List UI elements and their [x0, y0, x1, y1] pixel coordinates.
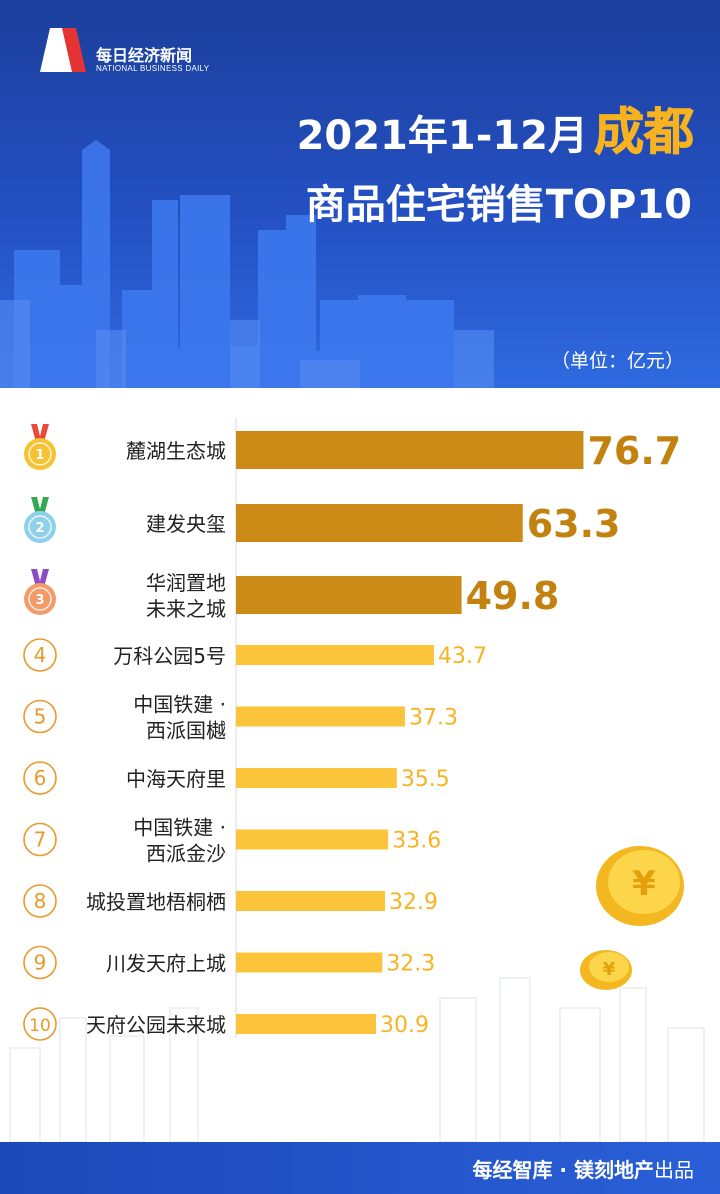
svg-text:¥: ¥: [632, 864, 656, 904]
value-label-5: 37.3: [409, 706, 458, 731]
coin-icon-small: ¥: [580, 950, 632, 990]
faint-skyline-background: [9, 977, 705, 1142]
category-label-3-line-1: 华润置地: [146, 571, 226, 595]
value-label-7: 33.6: [392, 829, 441, 854]
bar-9: [236, 952, 383, 973]
footer-credit: 每经智库 · 镁刻地产出品: [472, 1154, 694, 1183]
category-label-1: 麓湖生态城: [126, 439, 226, 463]
category-label-8: 城投置地梧桐栖: [86, 890, 226, 914]
rank-circle-6: [23, 761, 57, 795]
category-label-5-line-1: 中国铁建 ·: [133, 693, 226, 717]
bar-4: [236, 645, 434, 665]
rank-circle-5: [23, 699, 57, 734]
bar-3: [236, 576, 462, 614]
rank-number-7: 7: [34, 828, 47, 852]
value-label-10: 30.9: [380, 1013, 429, 1038]
medal-number-3: 3: [35, 593, 44, 608]
rank-number-9: 9: [34, 951, 47, 975]
rank-circle-10: [23, 1007, 57, 1041]
rank-circle-4: [23, 638, 57, 672]
medal-number-2: 2: [35, 521, 44, 536]
value-label-1: 76.7: [587, 429, 681, 473]
category-label-10: 天府公园未来城: [86, 1013, 226, 1037]
footer-credit-main: 每经智库 · 镁刻地产: [472, 1158, 654, 1182]
value-label-9: 32.3: [386, 952, 435, 977]
title-line-1: 2021年1-12月 成都: [296, 92, 695, 164]
brand-name: 每日经济新闻: [96, 46, 193, 65]
medal-ribbon-2: [31, 497, 49, 515]
medal-ribbon-1: [31, 424, 49, 442]
coin-icon-large: ¥: [596, 846, 684, 926]
medal-ring-2: [28, 515, 52, 539]
category-label-3-line-2: 未来之城: [146, 597, 226, 621]
brand-name-en: NATIONAL BUSINESS DAILY: [96, 64, 210, 73]
bar-6: [236, 768, 397, 788]
value-label-4: 43.7: [438, 644, 487, 669]
medal-ribbon-3: [31, 569, 49, 587]
value-label-8: 32.9: [389, 890, 438, 915]
value-label-3: 49.8: [466, 574, 560, 618]
medal-ring-1: [28, 442, 52, 466]
footer-credit-suffix: 出品: [654, 1158, 694, 1182]
title-line-2: 商品住宅销售TOP10: [305, 182, 692, 228]
city-skyline-illustration: [0, 140, 494, 388]
unit-label: （单位：亿元）: [550, 350, 684, 372]
bar-8: [236, 891, 386, 911]
header-banner: 每日经济新闻 NATIONAL BUSINESS DAILY 2021年1-12…: [0, 0, 720, 388]
rank-number-10: 10: [29, 1016, 51, 1036]
title-city: 成都: [594, 103, 695, 162]
title-period: 2021年1-12月: [296, 113, 588, 159]
category-label-5-line-2: 西派国樾: [146, 719, 226, 743]
category-label-6: 中海天府里: [126, 767, 226, 791]
rank-circle-9: [23, 945, 57, 980]
bar-2: [236, 504, 523, 542]
category-label-4: 万科公园5号: [113, 644, 226, 668]
category-label-7-line-2: 西派金沙: [146, 842, 226, 866]
rank-number-4: 4: [34, 643, 47, 667]
category-label-9: 川发天府上城: [106, 952, 226, 976]
rank-number-6: 6: [34, 766, 47, 790]
category-label-2: 建发央玺: [146, 512, 226, 536]
rank-circle-7: [23, 822, 57, 857]
bar-7: [236, 829, 389, 850]
brand-logo: [40, 28, 86, 72]
svg-text:¥: ¥: [603, 959, 616, 980]
category-label-7-line-1: 中国铁建 ·: [133, 816, 226, 840]
value-label-2: 63.3: [527, 502, 621, 546]
coin-decorations: ¥ ¥: [580, 846, 684, 990]
medal-number-1: 1: [35, 448, 44, 463]
bar-5: [236, 706, 405, 727]
bar-1: [236, 431, 584, 469]
medal-ring-3: [28, 587, 52, 611]
rank-number-8: 8: [34, 889, 47, 913]
value-label-6: 35.5: [401, 767, 450, 792]
footer-bar: 每经智库 · 镁刻地产出品: [0, 1142, 720, 1194]
bar-10: [236, 1014, 376, 1034]
rank-number-5: 5: [34, 705, 47, 729]
rank-circle-8: [23, 884, 57, 918]
